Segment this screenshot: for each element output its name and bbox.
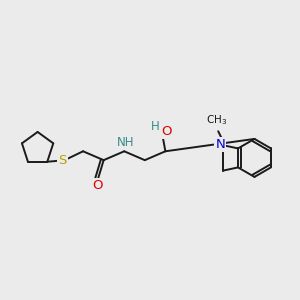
- Text: N: N: [216, 138, 225, 151]
- Text: H: H: [151, 120, 160, 134]
- Text: O: O: [92, 179, 103, 192]
- Text: CH$_3$: CH$_3$: [206, 114, 227, 128]
- Text: NH: NH: [117, 136, 134, 149]
- Text: O: O: [161, 125, 171, 138]
- Text: S: S: [58, 154, 67, 167]
